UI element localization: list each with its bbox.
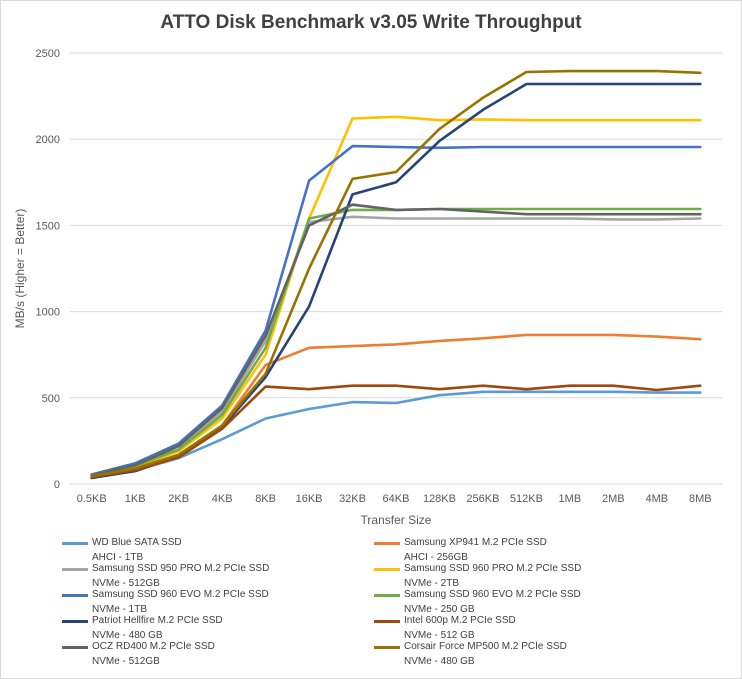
legend-sublabel: NVMe - 512 GB	[404, 630, 475, 641]
legend-item: WD Blue SATA SSD AHCI - 1TB	[62, 537, 362, 565]
legend-label: Samsung SSD 950 PRO M.2 PCIe SSD	[92, 563, 270, 574]
legend-swatch	[62, 620, 88, 623]
legend-label: OCZ RD400 M.2 PCIe SSD	[92, 641, 215, 652]
x-tick-label: 2KB	[168, 493, 189, 505]
legend-sublabel: NVMe - 512GB	[92, 656, 160, 667]
legend-label: Patriot Hellfire M.2 PCIe SSD	[92, 615, 223, 626]
x-tick-label: 8MB	[689, 493, 712, 505]
legend-item: Samsung SSD 960 EVO M.2 PCIe SSD NVMe - 2…	[374, 589, 674, 617]
legend-label: Intel 600p M.2 PCIe SSD	[404, 615, 516, 626]
series-line	[90, 390, 702, 479]
x-tick-label: 32KB	[339, 493, 366, 505]
legend-item: Samsung SSD 960 PRO M.2 PCIe SSD NVMe - 2…	[374, 563, 674, 591]
legend-item: Patriot Hellfire M.2 PCIe SSD NVMe - 480 …	[62, 615, 362, 643]
legend-swatch	[62, 646, 88, 649]
legend-sublabel: NVMe - 250 GB	[404, 604, 475, 615]
legend-label: Samsung SSD 960 EVO M.2 PCIe SSD	[92, 589, 269, 600]
legend-sublabel: NVMe - 2TB	[404, 578, 460, 589]
legend-swatch	[62, 594, 88, 597]
legend-item: Samsung SSD 950 PRO M.2 PCIe SSD NVMe - 5…	[62, 563, 362, 591]
y-tick-label: 1500	[36, 220, 60, 232]
series-line	[90, 115, 702, 477]
series-line	[90, 215, 702, 477]
series-line	[90, 82, 702, 480]
legend-item: OCZ RD400 M.2 PCIe SSD NVMe - 512GB	[62, 641, 362, 669]
legend-label: Corsair Force MP500 M.2 PCIe SSD	[404, 641, 567, 652]
legend-item: Samsung SSD 960 EVO M.2 PCIe SSD NVMe - 1…	[62, 589, 362, 617]
legend-swatch	[374, 568, 400, 571]
y-tick-label: 2000	[36, 134, 60, 146]
legend-swatch	[62, 568, 88, 571]
x-tick-label: 1KB	[125, 493, 146, 505]
chart-title: ATTO Disk Benchmark v3.05 Write Throughp…	[160, 12, 582, 33]
legend-label: WD Blue SATA SSD	[92, 537, 182, 548]
legend-item: Samsung XP941 M.2 PCIe SSD AHCI - 256GB	[374, 537, 674, 565]
x-tick-label: 2MB	[602, 493, 625, 505]
y-tick-label: 2500	[36, 48, 60, 60]
x-tick-label: 0.5KB	[77, 493, 107, 505]
series-line	[90, 203, 702, 477]
y-tick-label: 0	[54, 479, 60, 491]
x-tick-label: 8KB	[255, 493, 276, 505]
legend-label: Samsung SSD 960 EVO M.2 PCIe SSD	[404, 589, 581, 600]
series-line	[90, 144, 702, 476]
legend-sublabel: NVMe - 1TB	[92, 604, 148, 615]
y-axis-title: MB/s (Higher = Better)	[13, 209, 27, 329]
x-tick-label: 4MB	[645, 493, 668, 505]
legend-swatch	[62, 542, 88, 545]
x-tick-label: 64KB	[383, 493, 410, 505]
legend-label: Samsung SSD 960 PRO M.2 PCIe SSD	[404, 563, 582, 574]
legend-swatch	[374, 542, 400, 545]
legend-sublabel: NVMe - 480 GB	[404, 656, 475, 667]
legend-swatch	[374, 594, 400, 597]
legend-sublabel: AHCI - 256GB	[404, 552, 468, 563]
x-tick-label: 4KB	[212, 493, 233, 505]
x-tick-label: 128KB	[423, 493, 456, 505]
y-tick-label: 500	[42, 393, 60, 405]
series-line	[90, 207, 702, 477]
legend-sublabel: AHCI - 1TB	[92, 552, 144, 563]
legend-swatch	[374, 620, 400, 623]
x-tick-label: 256KB	[466, 493, 499, 505]
x-tick-label: 1MB	[559, 493, 582, 505]
x-tick-label: 16KB	[296, 493, 323, 505]
legend-sublabel: NVMe - 512GB	[92, 578, 160, 589]
x-axis-title: Transfer Size	[361, 513, 432, 527]
legend-item: Corsair Force MP500 M.2 PCIe SSD NVMe - 4…	[374, 641, 674, 669]
legend-sublabel: NVMe - 480 GB	[92, 630, 163, 641]
legend-swatch	[374, 646, 400, 649]
y-tick-label: 1000	[36, 307, 60, 319]
series-line	[90, 69, 702, 478]
legend-label: Samsung XP941 M.2 PCIe SSD	[404, 537, 547, 548]
series-line	[90, 384, 702, 479]
x-tick-label: 512KB	[510, 493, 543, 505]
legend-item: Intel 600p M.2 PCIe SSD NVMe - 512 GB	[374, 615, 674, 643]
